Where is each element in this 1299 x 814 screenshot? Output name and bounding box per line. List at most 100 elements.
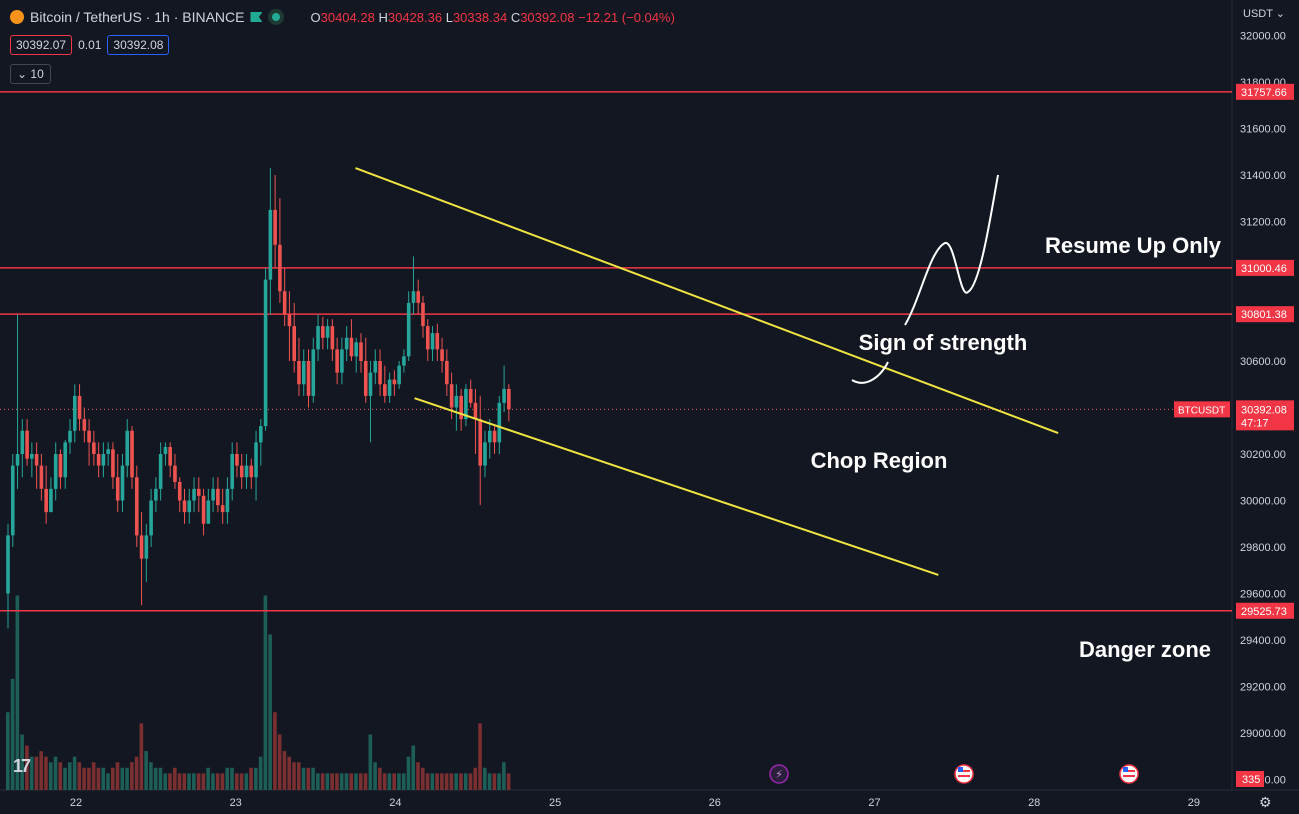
projection-path[interactable] [851,174,999,384]
candle-body [454,395,459,408]
candle-body [101,454,106,466]
channel-line[interactable] [355,167,1059,435]
volume-bar [234,773,239,790]
candle-body [92,442,96,454]
candle-body [72,395,77,431]
candle-body [387,379,392,396]
us-flag-icon[interactable] [954,764,974,784]
candle-body [96,454,101,466]
x-tick-label: 25 [549,797,561,809]
chevron-down-icon: ⌄ [17,67,28,81]
symbol-title[interactable]: Bitcoin / TetherUS · 1h · BINANCE [30,9,245,25]
candle-body [297,361,301,385]
y-tick-label: 31400.00 [1240,170,1286,182]
candle-body [421,302,425,327]
volume-bar [120,767,125,790]
indicator-count: 10 [30,67,44,81]
candle-body [182,500,187,513]
candle-body [263,279,268,427]
x-tick-label: 24 [389,797,401,809]
volume-bar [63,767,67,790]
flag-icon[interactable] [250,12,263,22]
candle-body [473,402,478,420]
volume-bar [306,767,311,790]
candle-body [278,244,282,292]
candle-body [344,337,349,350]
candle-body [111,449,115,478]
volume-bar [487,773,492,790]
volume-bar [349,773,354,790]
annotation-text[interactable]: Chop Region [811,448,948,473]
volume-bar [44,756,48,790]
lightning-icon[interactable]: ⚡ [769,764,789,784]
candle-body [349,337,354,357]
candle-body [354,342,359,357]
volume-bar [435,773,439,790]
candle-body [154,488,158,501]
indicator-toggle[interactable]: ⌄ 10 [10,64,51,84]
volume-value-label: 335 [1242,774,1260,786]
y-tick-label: 29200.00 [1240,682,1286,694]
candle-body [77,395,82,420]
volume-bar [478,723,482,790]
volume-bar [454,773,458,790]
volume-bar [177,773,182,790]
candle-body [168,447,172,466]
candle-body [378,361,382,385]
visibility-icon[interactable] [268,9,285,25]
last-price-tag [1236,400,1294,431]
currency-selector[interactable]: USDT ⌄ [1243,8,1286,20]
volume-bar [82,767,86,790]
y-tick-label: 29000.00 [1240,728,1286,740]
sell-price-button[interactable]: 30392.07 [10,35,73,55]
gear-icon[interactable]: ⚙ [1259,794,1272,810]
volume-bar [29,756,34,790]
annotation-text[interactable]: Resume Up Only [1045,233,1222,258]
candle-body [144,535,149,559]
volume-bar [91,762,96,790]
y-tick-label: 29400.00 [1240,635,1286,647]
buy-price-button[interactable]: 30392.08 [107,35,170,55]
volume-bar [363,773,368,790]
candle-body [220,505,225,513]
candle-body [20,430,25,454]
candle-body [125,430,130,466]
volume-bar [277,734,282,790]
candle-body [406,302,411,357]
candle-body [502,388,506,403]
candle-body [25,430,29,459]
volume-bar [273,712,277,790]
candle-body [225,488,230,513]
candle-body [478,419,483,466]
volume-bar [220,773,225,790]
candle-body [292,326,296,361]
volume-bar [172,767,177,790]
candle-body [268,209,273,280]
volume-bar [320,773,325,790]
candle-body [363,361,368,396]
volume-bar [378,767,382,790]
candle-body [492,430,497,443]
candle-body [58,454,63,478]
tradingview-logo-icon[interactable]: 17 [13,756,31,776]
candle-body [359,342,363,361]
candle-body [173,465,177,482]
us-flag-icon[interactable] [1119,764,1139,784]
candle-body [397,365,401,385]
candle-body [464,388,468,420]
candle-body [239,465,244,478]
annotation-text[interactable]: Sign of strength [859,330,1028,355]
volume-bar [387,773,392,790]
channel-line[interactable] [414,397,939,576]
volume-bar [492,773,497,790]
candle-body [335,349,339,373]
candle-body [273,209,277,245]
annotation-text[interactable]: Danger zone [1079,637,1211,662]
volume-bar [134,756,139,790]
volume-bar [130,762,134,790]
candle-body [249,465,254,478]
candle-body [392,379,397,385]
candle-body [139,535,144,559]
volume-bar [449,773,454,790]
